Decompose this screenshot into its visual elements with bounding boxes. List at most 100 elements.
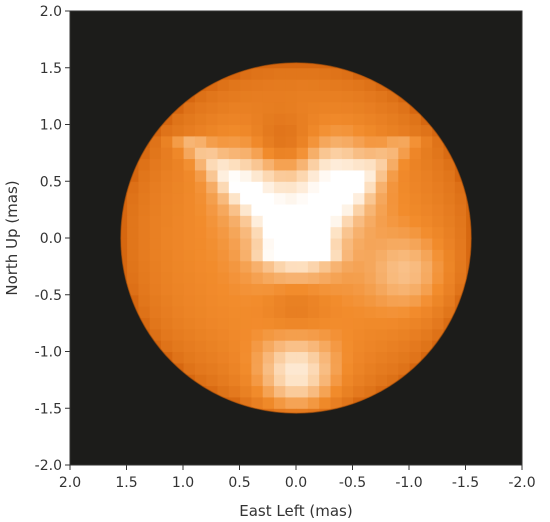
heatmap-cell <box>352 385 365 398</box>
heatmap-cell <box>284 294 297 307</box>
heatmap-cell <box>228 238 241 250</box>
heatmap-cell <box>137 260 150 273</box>
heatmap-cell <box>205 294 218 307</box>
heatmap-cell <box>250 124 263 137</box>
heatmap-cell <box>296 328 308 341</box>
heatmap-cell <box>431 249 444 262</box>
heatmap-cell <box>386 215 399 228</box>
heatmap-cell <box>239 135 252 148</box>
heatmap-cell <box>273 408 286 414</box>
heatmap-cell <box>149 181 161 194</box>
heatmap-cell <box>386 203 399 216</box>
heatmap-cell <box>228 158 241 171</box>
heatmap-cell <box>420 203 433 216</box>
heatmap-cell <box>205 147 218 160</box>
heatmap-cell <box>386 192 399 205</box>
heatmap-cell <box>160 124 173 137</box>
heatmap-cell <box>205 374 218 387</box>
heatmap-cell <box>205 272 218 284</box>
heatmap-cell <box>126 272 139 284</box>
heatmap-cell <box>183 192 195 205</box>
heatmap-cell <box>273 79 286 91</box>
heatmap-cell <box>149 169 161 182</box>
heatmap-cell <box>194 374 207 387</box>
heatmap-cell <box>409 158 421 171</box>
heatmap-cell <box>284 113 297 126</box>
heatmap-cell <box>409 226 421 239</box>
heatmap-cell <box>318 396 331 409</box>
heatmap-cell <box>183 226 195 239</box>
heatmap-cell <box>160 203 173 216</box>
heatmap-cell <box>216 283 229 296</box>
heatmap-cell <box>296 169 308 182</box>
heatmap-cell <box>363 260 376 273</box>
heatmap-cell <box>171 203 184 216</box>
heatmap-cell <box>352 374 365 387</box>
heatmap-cell <box>284 79 297 91</box>
heatmap-cell <box>363 340 376 353</box>
heatmap-cell <box>341 362 354 375</box>
heatmap-cell <box>284 260 297 273</box>
heatmap-cell <box>262 340 274 353</box>
heatmap-cell <box>262 328 274 341</box>
heatmap-cell <box>194 351 207 364</box>
heatmap-cell <box>171 340 184 353</box>
heatmap-cell <box>318 169 331 182</box>
heatmap-cell <box>250 385 263 398</box>
heatmap-cell <box>262 215 274 228</box>
heatmap-cell <box>341 249 354 262</box>
heatmap-cell <box>273 124 286 137</box>
heatmap-cell <box>318 306 331 318</box>
heatmap-cell <box>228 124 241 137</box>
heatmap-cell <box>273 113 286 126</box>
heatmap-cell <box>250 317 263 330</box>
heatmap-cell <box>273 192 286 205</box>
heatmap-cell <box>183 147 195 160</box>
heatmap-cell <box>262 374 274 387</box>
heatmap-cell <box>216 249 229 262</box>
heatmap-cell <box>363 249 376 262</box>
heatmap-cell <box>239 374 252 387</box>
heatmap-cell <box>307 79 320 91</box>
heatmap-cell <box>296 192 308 205</box>
heatmap-cell <box>194 283 207 296</box>
heatmap-cell <box>160 226 173 239</box>
heatmap-cell <box>183 113 195 126</box>
heatmap-cell <box>341 385 354 398</box>
heatmap-cell <box>183 283 195 296</box>
heatmap-cell <box>216 260 229 273</box>
heatmap-cell <box>216 272 229 284</box>
heatmap-cell <box>386 283 399 296</box>
heatmap-cell <box>120 238 128 250</box>
heatmap-cell <box>329 260 342 273</box>
heatmap-cell <box>160 215 173 228</box>
heatmap-cell <box>250 135 263 148</box>
heatmap-cell <box>273 158 286 171</box>
heatmap-cell <box>149 294 161 307</box>
heatmap-cell <box>307 215 320 228</box>
heatmap-cell <box>250 396 263 409</box>
heatmap-cell <box>307 362 320 375</box>
heatmap-cell <box>465 249 472 262</box>
heatmap-cell <box>262 181 274 194</box>
heatmap-cell <box>137 203 150 216</box>
heatmap-cell <box>137 169 150 182</box>
heatmap-cell <box>194 215 207 228</box>
heatmap-cell <box>273 340 286 353</box>
y-axis-label: North Up (mas) <box>3 180 21 295</box>
heatmap-cell <box>375 181 387 194</box>
heatmap-cell <box>318 294 331 307</box>
heatmap-cell <box>341 340 354 353</box>
heatmap-cell <box>239 260 252 273</box>
heatmap-cell <box>397 283 410 296</box>
heatmap-cell <box>216 340 229 353</box>
heatmap-cell <box>454 260 467 273</box>
heatmap-cell <box>216 374 229 387</box>
heatmap-cell <box>363 203 376 216</box>
heatmap-cell <box>137 272 150 284</box>
heatmap-cell <box>160 317 173 330</box>
heatmap-cell <box>420 328 433 341</box>
heatmap-cell <box>194 294 207 307</box>
heatmap-cell <box>216 328 229 341</box>
heatmap-cell <box>194 249 207 262</box>
